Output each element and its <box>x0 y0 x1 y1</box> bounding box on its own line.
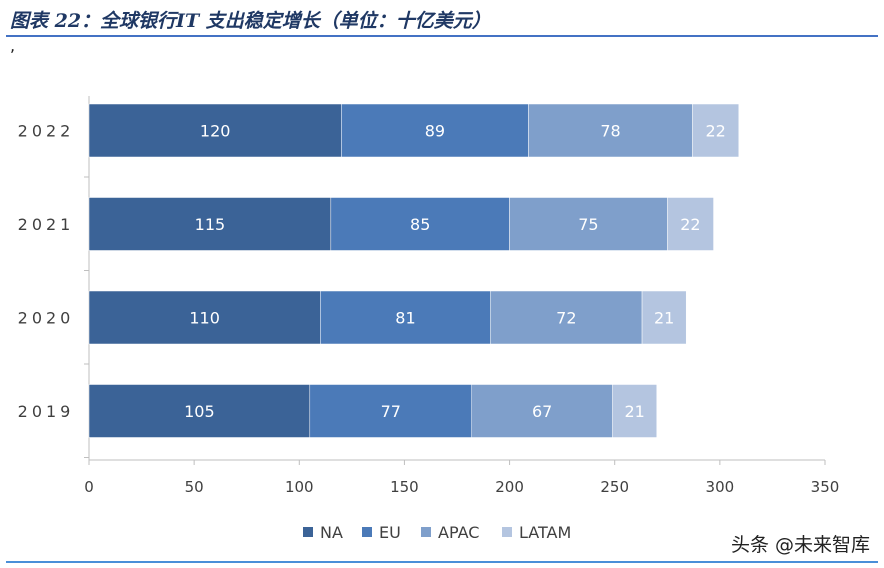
bar-eu <box>309 384 472 438</box>
bar-apac <box>471 384 613 438</box>
data-label: 78 <box>600 122 620 141</box>
x-tick-label: 300 <box>706 478 735 496</box>
data-label: 89 <box>425 122 445 141</box>
x-tick-label: 0 <box>84 478 94 496</box>
data-label: 21 <box>625 402 645 421</box>
legend-swatch-latam <box>502 527 512 537</box>
x-tick-label: 250 <box>600 478 629 496</box>
data-label: 77 <box>381 402 401 421</box>
data-label: 81 <box>395 309 415 328</box>
bar-apac <box>490 290 643 345</box>
data-label: 21 <box>654 309 674 328</box>
data-label: 22 <box>705 122 725 141</box>
stray-mark: , <box>10 36 16 55</box>
data-label: 72 <box>556 309 576 328</box>
legend-label-eu: EU <box>379 523 401 542</box>
bar-eu <box>341 103 529 158</box>
legend-swatch-na <box>303 527 313 537</box>
watermark: 头条 @未来智库 <box>730 534 870 556</box>
bar-eu <box>330 197 510 251</box>
bar-latam <box>692 103 740 158</box>
legend-label-latam: LATAM <box>519 523 571 542</box>
bar-apac <box>509 197 668 251</box>
legend-swatch-apac <box>421 527 431 537</box>
legend-label-na: NA <box>320 523 343 542</box>
x-tick-label: 50 <box>185 478 204 496</box>
bar-na <box>88 290 321 345</box>
bar-eu <box>320 290 491 345</box>
bar-na <box>88 197 332 251</box>
data-label: 75 <box>578 215 598 234</box>
bar-na <box>88 384 311 438</box>
bar-latam <box>667 197 714 251</box>
x-tick-label: 350 <box>811 478 840 496</box>
data-label: 115 <box>195 215 226 234</box>
footer-rule <box>6 561 878 563</box>
data-label: 67 <box>532 402 552 421</box>
data-label: 120 <box>200 122 231 141</box>
bar-apac <box>528 103 693 158</box>
x-tick-label: 150 <box>390 478 419 496</box>
plot-area: 0 50 100 150 200 250 300 350 2022 120 89 78 22 2021 11… <box>18 96 840 496</box>
legend-label-apac: APAC <box>438 523 479 542</box>
page-title: 图表 22：全球银行IT 支出稳定增长（单位：十亿美元） <box>10 10 491 32</box>
data-label: 105 <box>184 402 215 421</box>
bar-na <box>88 103 342 158</box>
data-label: 110 <box>189 309 220 328</box>
title-rule <box>6 35 878 37</box>
y-tick-label: 2022 <box>18 122 75 141</box>
bar-latam <box>641 290 687 345</box>
y-tick-label: 2021 <box>18 215 75 234</box>
legend-swatch-eu <box>362 527 372 537</box>
y-tick-label: 2020 <box>18 309 75 328</box>
y-tick-label: 2019 <box>18 402 75 421</box>
x-tick-label: 100 <box>285 478 314 496</box>
legend: NA EU APAC LATAM <box>303 523 571 542</box>
data-label: 85 <box>410 215 430 234</box>
data-label: 22 <box>680 215 700 234</box>
bar-latam <box>612 384 658 438</box>
x-tick-label: 200 <box>495 478 524 496</box>
